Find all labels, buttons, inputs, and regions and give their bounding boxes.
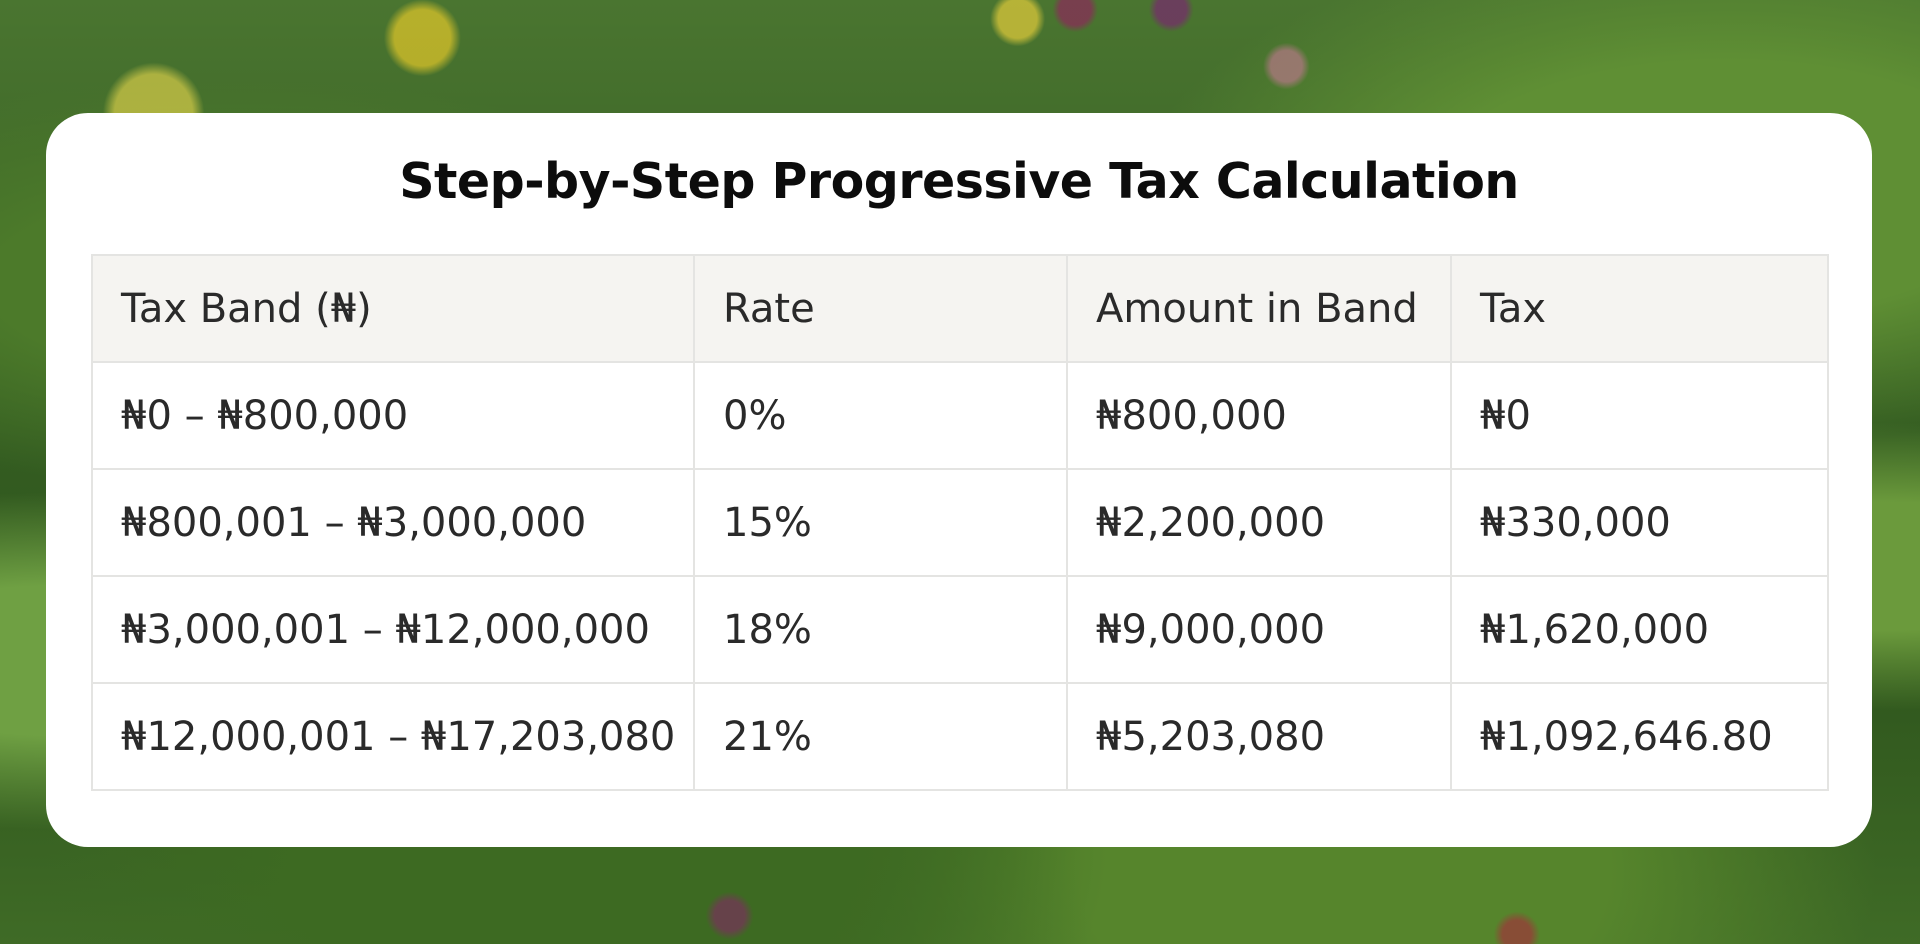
header-amount-in-band: Amount in Band <box>1066 254 1452 363</box>
cell-tax: ₦0 <box>1450 361 1829 470</box>
cell-rate: 0% <box>693 361 1068 470</box>
table-row: ₦3,000,001 – ₦12,000,000 18% ₦9,000,000 … <box>91 575 1829 684</box>
cell-tax-band: ₦3,000,001 – ₦12,000,000 <box>91 575 695 684</box>
cell-rate: 21% <box>693 682 1068 791</box>
cell-rate: 15% <box>693 468 1068 577</box>
tax-calculation-card: Step-by-Step Progressive Tax Calculation… <box>46 113 1872 847</box>
header-tax: Tax <box>1450 254 1829 363</box>
cell-tax-band: ₦800,001 – ₦3,000,000 <box>91 468 695 577</box>
cell-tax-band: ₦12,000,001 – ₦17,203,080 <box>91 682 695 791</box>
cell-rate: 18% <box>693 575 1068 684</box>
cell-amount-in-band: ₦2,200,000 <box>1066 468 1452 577</box>
page-title: Step-by-Step Progressive Tax Calculation <box>399 153 1519 210</box>
cell-tax-band: ₦0 – ₦800,000 <box>91 361 695 470</box>
cell-amount-in-band: ₦5,203,080 <box>1066 682 1452 791</box>
table-row: ₦12,000,001 – ₦17,203,080 21% ₦5,203,080… <box>91 682 1829 791</box>
cell-tax: ₦330,000 <box>1450 468 1829 577</box>
cell-amount-in-band: ₦9,000,000 <box>1066 575 1452 684</box>
table-row: ₦0 – ₦800,000 0% ₦800,000 ₦0 <box>91 361 1829 470</box>
cell-tax: ₦1,620,000 <box>1450 575 1829 684</box>
cell-tax: ₦1,092,646.80 <box>1450 682 1829 791</box>
tax-table: Tax Band (₦) Rate Amount in Band Tax ₦0 … <box>91 254 1829 791</box>
header-tax-band: Tax Band (₦) <box>91 254 695 363</box>
table-row: ₦800,001 – ₦3,000,000 15% ₦2,200,000 ₦33… <box>91 468 1829 577</box>
table-header-row: Tax Band (₦) Rate Amount in Band Tax <box>91 254 1829 363</box>
cell-amount-in-band: ₦800,000 <box>1066 361 1452 470</box>
header-rate: Rate <box>693 254 1068 363</box>
